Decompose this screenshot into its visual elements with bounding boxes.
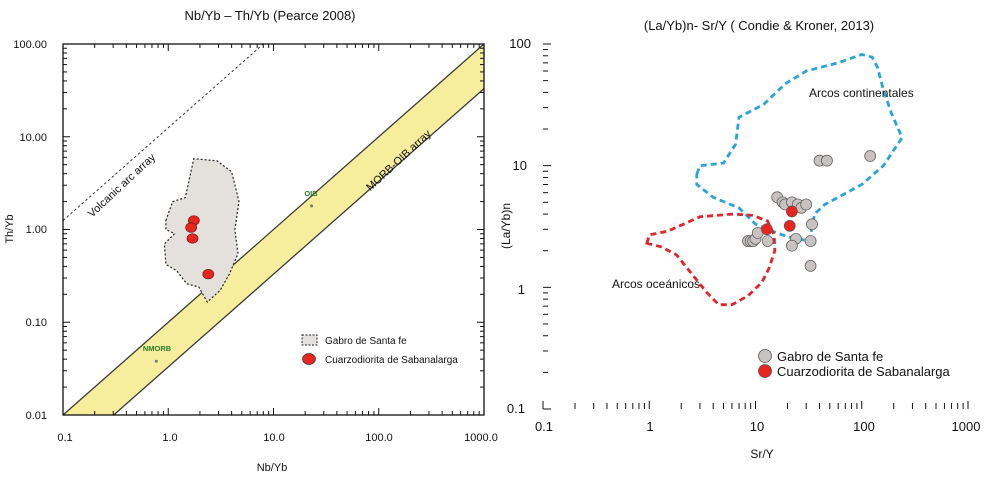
right-xtick-label: 10 — [750, 419, 764, 434]
legend-label: Gabro de Santa fe — [777, 349, 883, 364]
right-ytick-label: 100 — [509, 36, 531, 51]
right-xtick-label: 1 — [646, 419, 653, 434]
right-ytick-label: 1 — [518, 282, 525, 297]
left-ytick-label: 100.00 — [13, 39, 47, 51]
legend-red-circle — [758, 364, 772, 378]
left-xtick-label: 100.0 — [365, 432, 393, 444]
left-xtick-label: 0.1 — [57, 432, 72, 444]
left-chart-ylabel: Th/Yb — [4, 214, 16, 243]
data-point — [821, 154, 833, 167]
oib-label: OIB — [304, 189, 318, 198]
continental-arc-field — [695, 53, 904, 243]
data-point — [185, 222, 197, 233]
data-point — [186, 233, 199, 244]
right-xtick-label: 0.1 — [535, 419, 553, 434]
legend-label: Gabro de Santa fe — [325, 336, 407, 347]
right-plot-area — [645, 53, 904, 307]
right-axis-ticks — [542, 43, 969, 410]
data-point — [761, 223, 773, 236]
right-chart-xlabel: Sr/Y — [750, 447, 773, 461]
left-ytick-label: 0.01 — [26, 410, 47, 422]
data-point — [804, 235, 817, 247]
left-xtick-label: 1000.0 — [464, 432, 498, 444]
continental-arc-label: Arcos continentales — [809, 86, 914, 100]
nmorb-label: NMORB — [143, 344, 172, 353]
reference-point-oib — [310, 204, 314, 208]
right-chart: (La/Yb)n- Sr/Y ( Condie & Kroner, 2013) … — [499, 18, 980, 461]
data-point — [761, 235, 774, 247]
right-legend: Gabro de Santa fe Cuarzodiorita de Saban… — [758, 349, 950, 379]
left-plot-area — [63, 44, 484, 415]
right-chart-title: (La/Yb)n- Sr/Y ( Condie & Kroner, 2013) — [644, 18, 874, 33]
left-chart: Nb/Yb – Th/Yb (Pearce 2008) Th/Yb Nb/Yb … — [4, 8, 498, 474]
data-point — [806, 218, 818, 231]
data-point — [804, 260, 817, 272]
right-xtick-label: 100 — [853, 419, 875, 434]
volcanic-arc-label: Volcanic arc array — [86, 151, 158, 220]
left-legend: Gabro de Santa fe Cuarzodiorita de Saban… — [301, 334, 458, 366]
left-chart-title: Nb/Yb – Th/Yb (Pearce 2008) — [184, 8, 355, 23]
right-chart-ylabel: (La/Yb)n — [499, 203, 513, 249]
reference-point-nmorb — [154, 359, 158, 363]
left-axis-ticks — [62, 44, 484, 416]
data-point — [786, 205, 798, 218]
left-ytick-label: 0.10 — [26, 317, 47, 329]
left-ytick-label: 1.00 — [26, 224, 47, 236]
legend-gray-circle — [758, 349, 772, 363]
legend-field-swatch — [301, 334, 318, 346]
data-point — [202, 269, 215, 280]
legend-red-circle — [302, 353, 316, 365]
reference-points — [154, 204, 314, 363]
right-ytick-label: 10 — [513, 158, 527, 173]
volcanic-arc-line — [63, 44, 264, 221]
data-point — [786, 239, 798, 252]
left-xtick-label: 10.0 — [263, 432, 284, 444]
oceanic-arc-field — [645, 212, 777, 307]
morb-oib-band — [63, 44, 484, 415]
right-data-points — [742, 150, 877, 272]
data-point — [783, 220, 796, 232]
data-point — [864, 150, 877, 162]
data-point — [800, 198, 813, 211]
left-xtick-label: 1.0 — [162, 432, 177, 444]
right-ytick-label: 0.1 — [507, 401, 525, 416]
legend-label: Cuarzodiorita de Sabanalarga — [777, 364, 950, 379]
legend-label: Cuarzodiorita de Sabanalarga — [325, 355, 458, 366]
gabro-field — [163, 158, 240, 304]
right-xtick-label: 1000 — [952, 419, 981, 434]
oceanic-arc-label: Arcos oceánicos — [612, 277, 700, 291]
left-ytick-label: 10.00 — [19, 132, 47, 144]
left-chart-xlabel: Nb/Yb — [257, 462, 288, 474]
left-data-points — [185, 215, 215, 280]
